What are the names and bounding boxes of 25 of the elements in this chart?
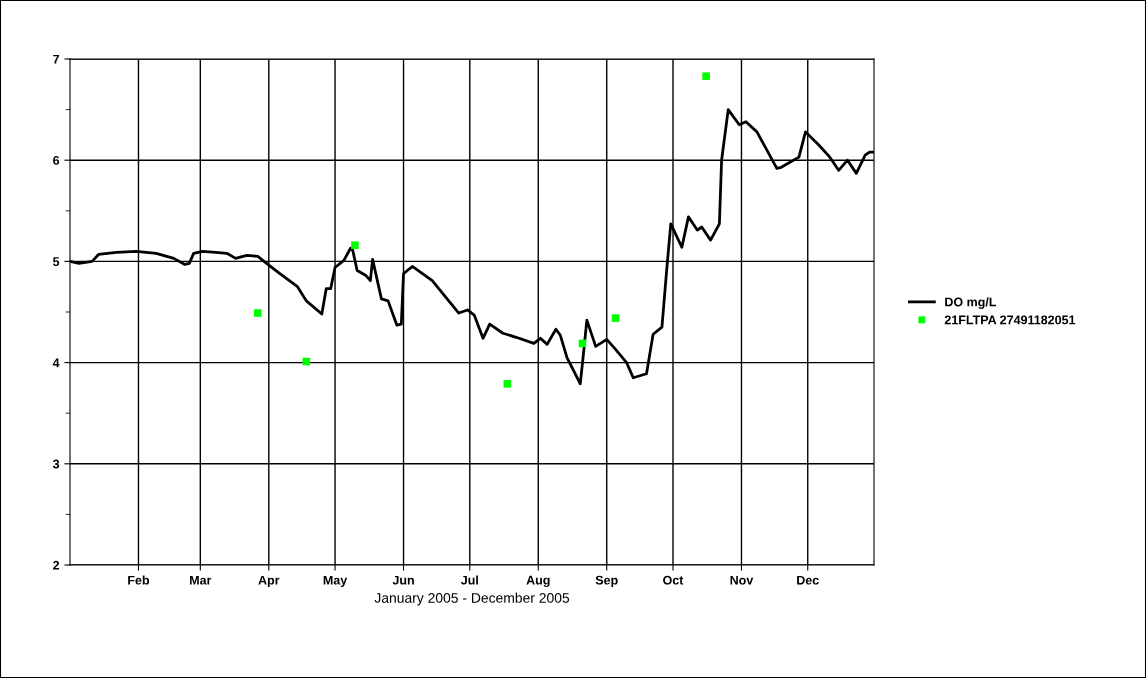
y-tick-label: 6 (53, 156, 60, 165)
y-tick-label: 2 (53, 560, 60, 570)
x-tick-label: Jun (392, 575, 414, 585)
x-tick-label: Sep (595, 575, 618, 588)
point (253, 309, 262, 317)
x-tick-label: Aug (526, 575, 550, 588)
point (611, 314, 620, 322)
y-tick-label: 5 (53, 257, 60, 267)
x-tick-label: Apr (258, 575, 280, 588)
x-tick-label: Feb (128, 575, 150, 585)
x-tick-label: May (323, 575, 348, 588)
legend-label: 21FLTPA 27491182051 (944, 315, 1076, 325)
point (702, 72, 710, 81)
x-axis-title: January 2005 - December 2005 (374, 592, 570, 606)
point (351, 241, 359, 250)
x-tick-label: Mar (190, 575, 212, 585)
y-tick-label: 3 (52, 459, 60, 469)
point (503, 380, 512, 388)
x-tick-label: Dec (797, 575, 819, 585)
legend-label: DO mg/L (945, 297, 997, 309)
y-tick-label: 4 (52, 358, 60, 368)
x-tick-label: Nov (730, 575, 754, 585)
x-tick-label: Oct (663, 575, 684, 585)
x-tick-label: Jul (460, 575, 478, 585)
y-tick-label: 7 (53, 54, 60, 64)
